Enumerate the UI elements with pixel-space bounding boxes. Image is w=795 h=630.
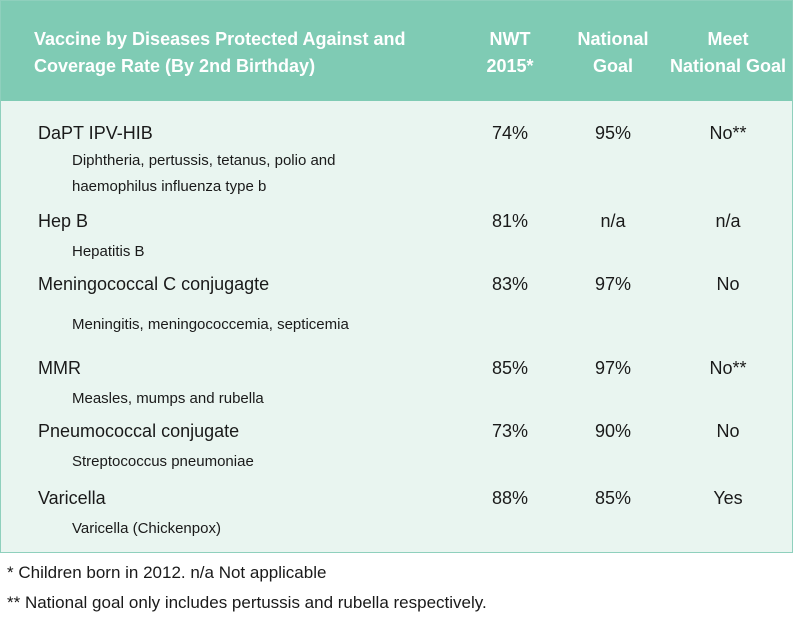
vaccine-name: Pneumococcal conjugate bbox=[38, 421, 240, 441]
header-nwt-line2: 2015* bbox=[486, 56, 534, 76]
nwt-rate: 74% bbox=[491, 123, 529, 143]
header-vaccine-line2: Coverage Rate (By 2nd Birthday) bbox=[34, 56, 316, 76]
header-vaccine-line1: Vaccine by Diseases Protected Against an… bbox=[34, 29, 406, 49]
national-goal: 90% bbox=[594, 421, 632, 441]
nwt-rate: 73% bbox=[491, 421, 529, 441]
nwt-rate: 83% bbox=[491, 274, 529, 294]
footnote-national-goal: ** National goal only includes pertussis… bbox=[7, 593, 487, 612]
national-goal: 97% bbox=[594, 274, 632, 294]
national-goal: 95% bbox=[594, 123, 632, 143]
description-line: Measles, mumps and rubella bbox=[72, 390, 264, 407]
vaccine-name: Hep B bbox=[38, 211, 89, 231]
header-nwt-column: NWT 2015* bbox=[468, 26, 552, 80]
header-vaccine-column: Vaccine by Diseases Protected Against an… bbox=[34, 26, 434, 80]
meets-goal: n/a bbox=[715, 211, 741, 231]
vaccine-description: Measles, mumps and rubella bbox=[72, 386, 432, 412]
vaccine-name: MMR bbox=[38, 358, 81, 378]
header-nwt-line1: NWT bbox=[489, 29, 531, 49]
header-meet-column: Meet National Goal bbox=[663, 26, 793, 80]
vaccine-name: DaPT IPV-HIB bbox=[38, 123, 153, 143]
nwt-rate: 88% bbox=[491, 488, 529, 508]
meets-goal: No** bbox=[709, 123, 747, 143]
nwt-rate: 85% bbox=[491, 358, 529, 378]
vaccine-description: Varicella (Chickenpox) bbox=[72, 516, 432, 542]
vaccine-name: Varicella bbox=[38, 488, 106, 508]
table-header: Vaccine by Diseases Protected Against an… bbox=[1, 1, 792, 101]
national-goal: 97% bbox=[594, 358, 632, 378]
description-line: Meningitis, meningococcemia, septicemia bbox=[72, 316, 349, 333]
vaccine-name: Meningococcal C conjugagte bbox=[38, 274, 270, 294]
vaccine-description: Diphtheria, pertussis, tetanus, polio an… bbox=[72, 148, 432, 200]
header-goal-line1: National bbox=[577, 29, 649, 49]
vaccine-description: Streptococcus pneumoniae bbox=[72, 449, 432, 475]
header-meet-line2: National Goal bbox=[669, 56, 786, 76]
meets-goal: No bbox=[716, 274, 740, 294]
national-goal: 85% bbox=[594, 488, 632, 508]
vaccine-description: Hepatitis B bbox=[72, 239, 432, 265]
vaccine-coverage-table: Vaccine by Diseases Protected Against an… bbox=[0, 0, 793, 553]
header-goal-line2: Goal bbox=[592, 56, 633, 76]
header-goal-column: National Goal bbox=[567, 26, 659, 80]
description-line: Diphtheria, pertussis, tetanus, polio an… bbox=[72, 152, 336, 169]
meets-goal: No bbox=[716, 421, 740, 441]
nwt-rate: 81% bbox=[491, 211, 529, 231]
meets-goal: No** bbox=[709, 358, 747, 378]
national-goal: n/a bbox=[600, 211, 626, 231]
description-line: haemophilus influenza type b bbox=[72, 178, 267, 195]
footnote-children-born: * Children born in 2012. n/a Not applica… bbox=[7, 563, 327, 582]
header-meet-line1: Meet bbox=[707, 29, 749, 49]
description-line: Hepatitis B bbox=[72, 243, 145, 260]
description-line: Varicella (Chickenpox) bbox=[72, 520, 221, 537]
meets-goal: Yes bbox=[713, 488, 743, 508]
vaccine-description: Meningitis, meningococcemia, septicemia bbox=[72, 312, 432, 338]
description-line: Streptococcus pneumoniae bbox=[72, 453, 254, 470]
